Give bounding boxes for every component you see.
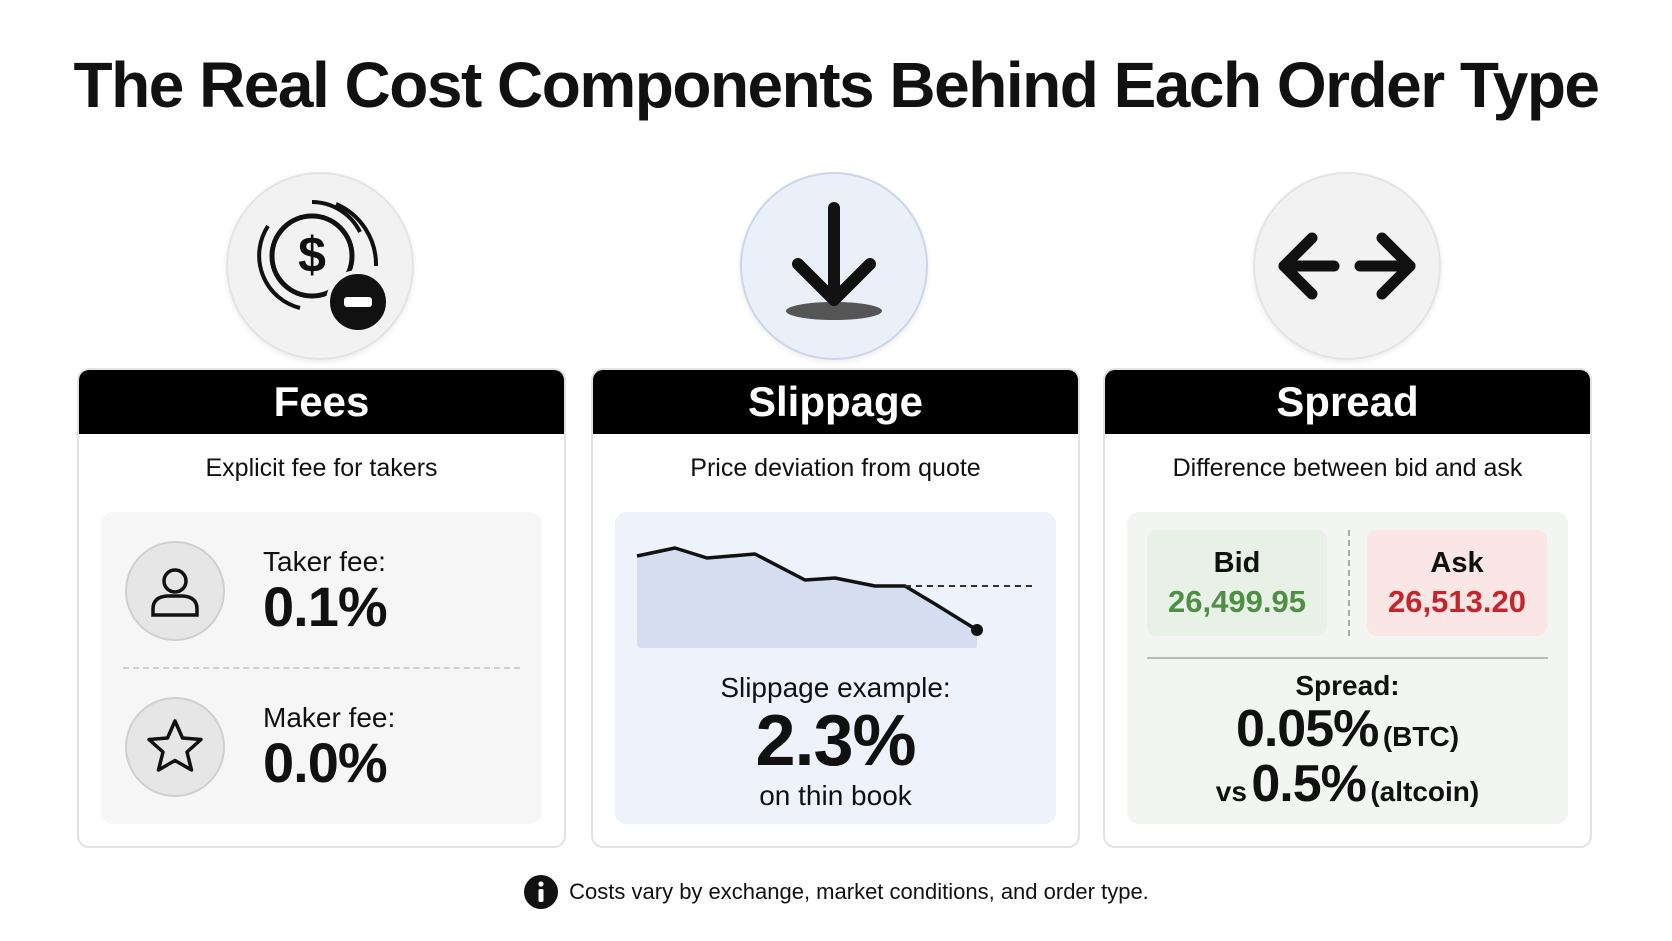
btc-value: 0.05% (1235, 700, 1379, 758)
fees-panel: Taker fee: 0.1% Maker fee: 0.0% (101, 512, 542, 824)
svg-text:$: $ (298, 227, 326, 283)
vs-text: vs (1215, 775, 1247, 807)
divider (123, 667, 520, 669)
fee-label: Taker fee: (263, 545, 386, 577)
bid-label: Bid (1213, 546, 1261, 579)
example-value: 2.3% (755, 701, 916, 781)
slippage-icon (740, 172, 928, 360)
star-badge (125, 697, 225, 797)
fees-icon-graphic: $ (257, 200, 390, 334)
ask-box: Ask 26,513.20 (1367, 530, 1547, 636)
example-note: on thin book (759, 779, 912, 811)
fee-text: Taker fee: 0.1% (263, 545, 388, 638)
separator (1147, 657, 1548, 659)
fee-text: Maker fee: 0.0% (263, 702, 395, 793)
altcoin-note: (altcoin) (1370, 775, 1480, 807)
card-heading: Spread (1105, 370, 1590, 434)
card-heading: Fees (79, 370, 564, 434)
spread-icon-graphic (1278, 232, 1416, 300)
bid-value: 26,499.95 (1168, 583, 1306, 619)
spread-line: vs 0.5% (altcoin) (1127, 754, 1568, 813)
fees-card: Fees Explicit fee for takers Taker fee: … (77, 368, 566, 848)
ask-label: Ask (1430, 546, 1484, 579)
ask-value: 26,513.20 (1388, 583, 1526, 619)
footnote-row: Costs vary by exchange, market condition… (0, 874, 1672, 910)
slippage-card: Slippage Price deviation from quote Slip… (591, 368, 1080, 848)
star-icon (147, 719, 203, 772)
spread-card: Spread Difference between bid and ask Bi… (1103, 368, 1592, 848)
user-icon (151, 568, 199, 617)
slippage-icon-graphic (786, 202, 882, 320)
fees-icon: $ (226, 172, 414, 360)
spread-summary: Spread: 0.05% (BTC) vs 0.5% (altcoin) (1127, 670, 1568, 811)
spread-label: Spread: (1295, 670, 1400, 701)
card-heading: Slippage (593, 370, 1078, 434)
user-badge (125, 541, 225, 641)
bid-ask-divider (1348, 530, 1350, 636)
fee-value: 0.0% (263, 730, 388, 794)
spread-line: 0.05% (BTC) (1127, 702, 1568, 757)
info-icon (524, 875, 559, 909)
card-description: Price deviation from quote (690, 454, 981, 482)
example-label: Slippage example: (720, 672, 951, 703)
altcoin-value: 0.5% (1251, 754, 1367, 813)
card-description: Difference between bid and ask (1172, 454, 1523, 482)
fee-value: 0.1% (263, 574, 388, 638)
card-description: Explicit fee for takers (205, 454, 438, 482)
btc-note: (BTC) (1382, 721, 1460, 752)
spread-icon (1253, 172, 1441, 360)
bid-box: Bid 26,499.95 (1147, 530, 1327, 636)
slippage-sketch (636, 546, 1035, 648)
fee-row: Maker fee: 0.0% (125, 672, 518, 822)
slippage-panel: Slippage example: 2.3% on thin book (615, 512, 1056, 824)
fee-row: Taker fee: 0.1% (125, 516, 518, 666)
fee-label: Maker fee: (263, 701, 396, 733)
title: The Real Cost Components Behind Each Ord… (73, 49, 1601, 121)
spread-panel: Bid 26,499.95 Ask 26,513.20 Spread: 0.05… (1127, 512, 1568, 824)
footnote: Costs vary by exchange, market condition… (569, 879, 1149, 904)
